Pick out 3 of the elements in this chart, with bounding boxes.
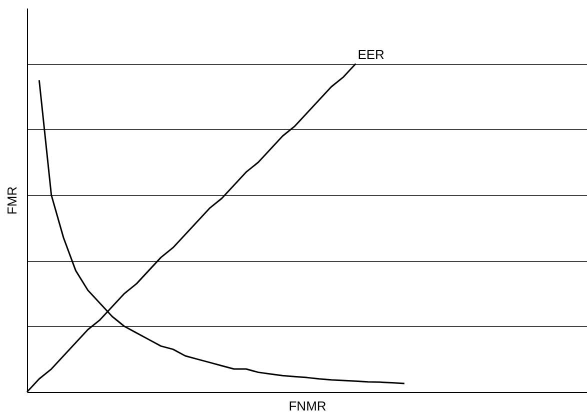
x-axis-title: FNMR: [288, 398, 326, 414]
series-label: EER: [358, 46, 384, 62]
y-axis-title: FMR: [4, 186, 20, 215]
